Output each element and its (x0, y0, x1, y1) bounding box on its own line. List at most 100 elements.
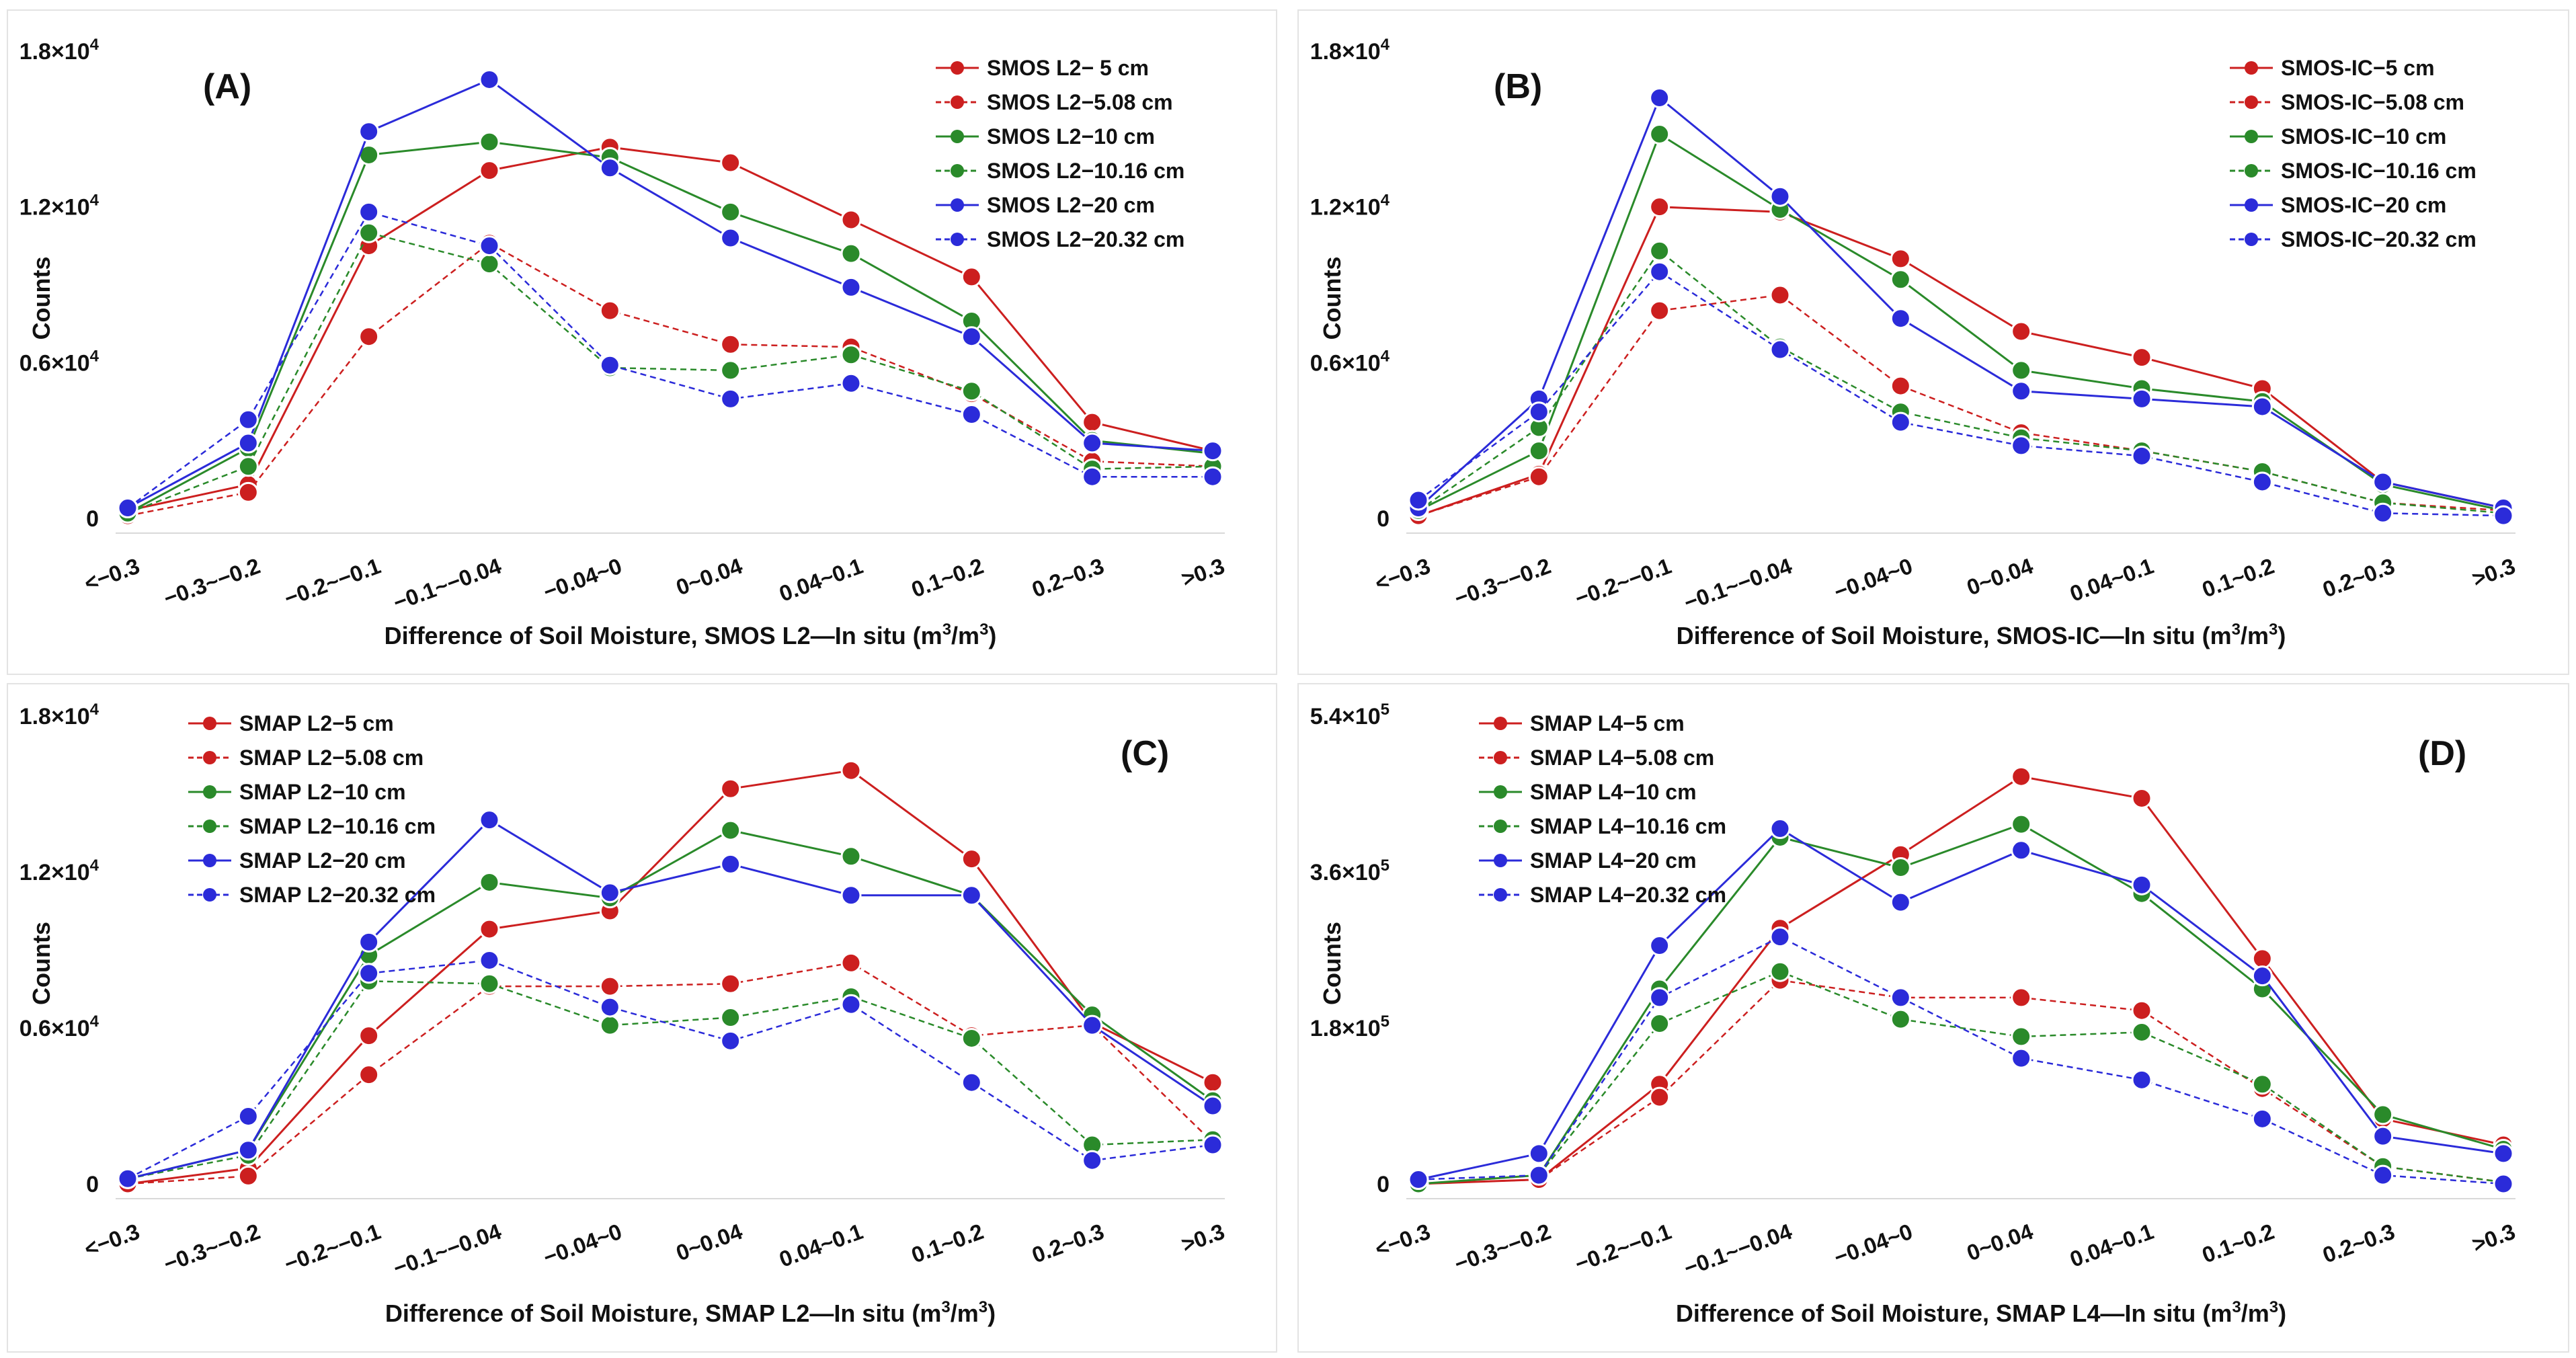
data-point (358, 1025, 380, 1047)
data-point (358, 121, 380, 143)
x-tick-label: >0.3 (2469, 1219, 2519, 1257)
y-tick-label: 0.6×104 (19, 1012, 99, 1041)
data-point (2011, 1026, 2032, 1047)
data-point (2493, 505, 2514, 526)
data-point (1082, 466, 1103, 487)
series-line (1418, 979, 2504, 1185)
y-tick-label: 0 (86, 506, 99, 532)
chart-svg-a: 0 0.6×104 1.2×104 1.8×104 Counts <−0.3 −0.3~−0… (19, 36, 1228, 649)
x-tick-label: −0.3~−0.2 (161, 553, 264, 611)
data-point (2011, 766, 2032, 787)
series-line (1418, 828, 2504, 1181)
x-tick-label: 0~0.04 (1964, 1219, 2037, 1266)
x-tick-label: 0.04~0.1 (776, 553, 866, 606)
data-point (117, 1168, 138, 1189)
legend-label: SMOS-IC−20.32 cm (2281, 227, 2477, 251)
data-point (1528, 440, 1549, 462)
x-tick-label: −0.2~−0.1 (281, 1219, 384, 1277)
data-point (237, 456, 259, 477)
data-point (358, 201, 380, 223)
series-line (127, 819, 1213, 1180)
y-tick-label: 3.6×105 (1310, 856, 1390, 885)
data-point (2251, 1074, 2273, 1095)
data-point (720, 360, 741, 381)
y-tick-label: 1.2×104 (1310, 192, 1390, 221)
data-point (1769, 926, 1791, 948)
x-tick-label: −0.1~−0.04 (1681, 1219, 1796, 1281)
x-tick-label: >0.3 (1178, 553, 1228, 592)
legend-marker (951, 61, 964, 75)
data-point (720, 201, 741, 223)
data-point (1769, 186, 1791, 207)
legend-marker (951, 164, 964, 177)
x-tick-label: <−0.3 (1371, 1219, 1433, 1262)
legend-label: SMOS L2−10.16 cm (987, 159, 1184, 183)
legend-marker (951, 233, 964, 246)
x-tick-label: 0~0.04 (1964, 553, 2037, 600)
x-tick-label: 0.04~0.1 (2066, 553, 2157, 606)
legend-marker (203, 785, 216, 799)
data-point (1202, 1072, 1223, 1093)
x-tick-label: 0.1~0.2 (908, 553, 987, 602)
legend-marker (203, 854, 216, 867)
series-line (1418, 250, 2504, 514)
series-line (127, 79, 1213, 509)
y-tick-label: 0 (1377, 506, 1390, 532)
legend-label: SMAP L4−10.16 cm (1530, 814, 1726, 838)
data-point (1082, 432, 1103, 454)
data-point (1890, 891, 1911, 913)
data-point (1769, 961, 1791, 982)
data-point (237, 481, 259, 503)
data-point (1408, 489, 1429, 511)
data-point (1649, 261, 1671, 282)
data-point (840, 846, 862, 867)
x-tick-label: >0.3 (1178, 1219, 1228, 1257)
data-point (1649, 300, 1671, 321)
data-point (2131, 1069, 2152, 1090)
series-line (1418, 294, 2504, 517)
data-point (2131, 874, 2152, 895)
data-point (720, 778, 741, 799)
legend-marker (1494, 888, 1507, 902)
series-line (1418, 823, 2504, 1185)
data-point (1649, 935, 1671, 957)
data-point (840, 372, 862, 394)
data-point (599, 157, 620, 179)
data-point (1202, 440, 1223, 462)
data-point (479, 871, 500, 893)
series-line (127, 141, 1213, 514)
data-point (2011, 435, 2032, 456)
data-point (961, 885, 982, 906)
data-point (358, 1064, 380, 1086)
data-point (840, 209, 862, 231)
data-point (961, 848, 982, 870)
legend-label: SMAP L2−5 cm (239, 711, 394, 735)
data-point (358, 963, 380, 984)
y-tick-label: 0 (86, 1172, 99, 1197)
legend: SMAP L4−5 cm SMAP L4−5.08 cm SMAP L4−10 cm… (1479, 711, 1726, 907)
data-point (720, 973, 741, 994)
data-point (720, 1007, 741, 1029)
data-point (961, 404, 982, 426)
panel-label: (D) (2418, 734, 2466, 773)
data-point (1528, 1164, 1549, 1186)
data-point (1890, 987, 1911, 1008)
x-tick-label: −0.3~−0.2 (161, 1219, 264, 1277)
data-point (479, 160, 500, 182)
legend-label: SMOS L2−20.32 cm (987, 227, 1184, 251)
legend-marker (2245, 130, 2258, 143)
data-point (1769, 818, 1791, 840)
data-point (117, 497, 138, 519)
series-line (1418, 206, 2504, 517)
data-point (720, 1030, 741, 1051)
data-point (599, 1014, 620, 1036)
data-point (840, 276, 862, 298)
legend-label: SMAP L4−20 cm (1530, 848, 1697, 873)
legend-marker (1494, 854, 1507, 867)
data-point (1890, 248, 1911, 270)
data-point (720, 152, 741, 173)
y-tick-label: 1.8×104 (19, 36, 99, 65)
x-tick-label: >0.3 (2469, 553, 2519, 592)
y-tick-label: 0.6×104 (1310, 347, 1390, 376)
data-point (961, 1072, 982, 1093)
